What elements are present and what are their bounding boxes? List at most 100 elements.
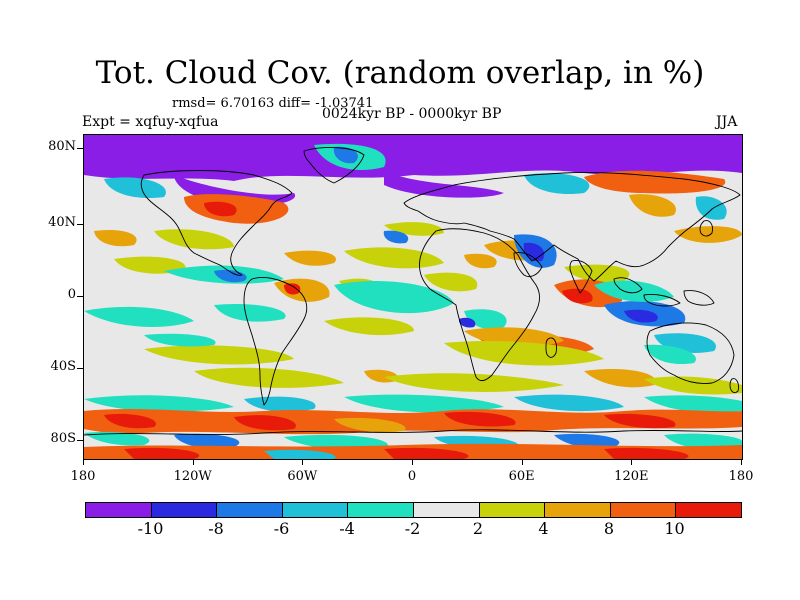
anomaly-region	[695, 196, 727, 220]
colorbar-box	[479, 503, 546, 517]
coastline	[613, 277, 643, 294]
coastline	[243, 276, 308, 406]
anomaly-region	[384, 171, 504, 198]
lon-label: 0	[407, 469, 417, 484]
anomaly-region	[284, 250, 336, 266]
coastline	[646, 322, 735, 384]
map-panel	[83, 134, 743, 460]
anomaly-region	[674, 226, 742, 243]
coastline	[303, 147, 365, 184]
lon-tick	[521, 459, 523, 465]
lat-tick	[77, 224, 83, 225]
colorbar-box	[282, 503, 349, 517]
anomaly-region	[464, 253, 497, 269]
colorbar-label: 4	[538, 519, 549, 538]
anomaly-region	[284, 283, 301, 295]
anomaly-region	[644, 395, 742, 413]
anomaly-region	[624, 309, 658, 323]
colorbar-label: -4	[339, 519, 355, 538]
anomaly-region	[604, 447, 689, 459]
anomaly-region	[604, 413, 676, 429]
lat-tick	[77, 368, 83, 369]
coastline	[140, 170, 293, 276]
coastlines	[84, 147, 742, 436]
colorbar-box	[545, 503, 611, 517]
anomaly-region	[264, 449, 336, 459]
colorbar-label: -8	[208, 519, 224, 538]
lat-label: 40S	[50, 359, 76, 374]
lat-label: 40N	[48, 215, 76, 230]
anomaly-region	[124, 447, 200, 459]
anomaly-region	[594, 280, 674, 302]
anomaly-region	[344, 394, 504, 413]
anomaly-region	[554, 433, 620, 449]
coastline	[643, 294, 681, 307]
colorbar-label: 8	[603, 519, 615, 538]
lat-label: 0	[67, 287, 76, 302]
colorbar-box	[151, 503, 218, 517]
colorbar-label: -2	[404, 519, 421, 538]
coastline	[403, 172, 741, 282]
colorbar-box	[413, 503, 480, 517]
lon-tick	[412, 459, 413, 465]
colorbar-box	[86, 503, 152, 517]
lon-tick	[83, 459, 84, 465]
colorbar-box	[676, 503, 741, 517]
experiment-label: Expt = xqfuy-xqfua	[82, 114, 219, 130]
anomaly-region	[514, 394, 624, 412]
anomaly-region	[334, 417, 406, 433]
lat-tick	[77, 148, 83, 149]
anomaly-region	[524, 173, 590, 195]
anomaly-region	[104, 413, 156, 429]
anomaly-region	[174, 433, 240, 449]
anomaly-region	[154, 229, 234, 250]
colorbar-box	[610, 503, 677, 517]
lon-tick	[631, 459, 633, 465]
anomaly-region	[644, 344, 696, 365]
colorbar-label: 10	[664, 519, 685, 538]
anomaly-region	[84, 409, 742, 435]
anomaly-region	[458, 317, 476, 328]
lon-tick	[741, 459, 742, 465]
anomaly-region	[344, 247, 444, 269]
colorbar-box	[348, 503, 414, 517]
anomaly-region	[562, 288, 593, 304]
lon-label: 180	[728, 469, 754, 484]
coastline	[569, 260, 593, 294]
coastline	[545, 337, 557, 358]
plot-title: Tot. Cloud Cov. (random overlap, in %)	[95, 55, 705, 91]
cloud-cover-map	[84, 135, 742, 459]
anomaly-region	[144, 333, 216, 347]
anomaly-region	[244, 396, 316, 412]
coastline	[419, 228, 541, 382]
anomaly-region	[384, 447, 469, 459]
anomaly-region	[214, 303, 286, 322]
anomaly-region	[84, 306, 194, 327]
anomaly-field	[84, 135, 742, 459]
anomaly-region	[383, 230, 409, 244]
colorbar-label: 2	[472, 519, 484, 538]
lon-tick	[192, 459, 194, 465]
lon-label: 120E	[614, 469, 649, 484]
lon-tick	[302, 459, 304, 465]
anomaly-region	[204, 201, 237, 217]
anomaly-region	[114, 256, 186, 274]
colorbar-label: -10	[137, 519, 164, 538]
anomaly-region	[94, 229, 137, 247]
coastline	[513, 252, 543, 278]
anomaly-region	[564, 264, 630, 283]
anomaly-region	[444, 340, 604, 366]
coastline	[84, 429, 742, 436]
lon-label: 60E	[508, 469, 535, 484]
coastline	[729, 378, 739, 394]
stats-text: rmsd= 6.70163 diff= -1.03741	[172, 96, 374, 111]
anomaly-region	[333, 146, 358, 164]
coastline	[683, 290, 715, 306]
season-label: JJA	[716, 114, 738, 130]
anomaly-region	[104, 177, 166, 199]
anomaly-region	[584, 170, 726, 194]
anomaly-region	[84, 395, 234, 412]
lon-label: 180	[70, 469, 96, 484]
lon-label: 60W	[287, 469, 318, 484]
anomaly-region	[334, 281, 454, 314]
